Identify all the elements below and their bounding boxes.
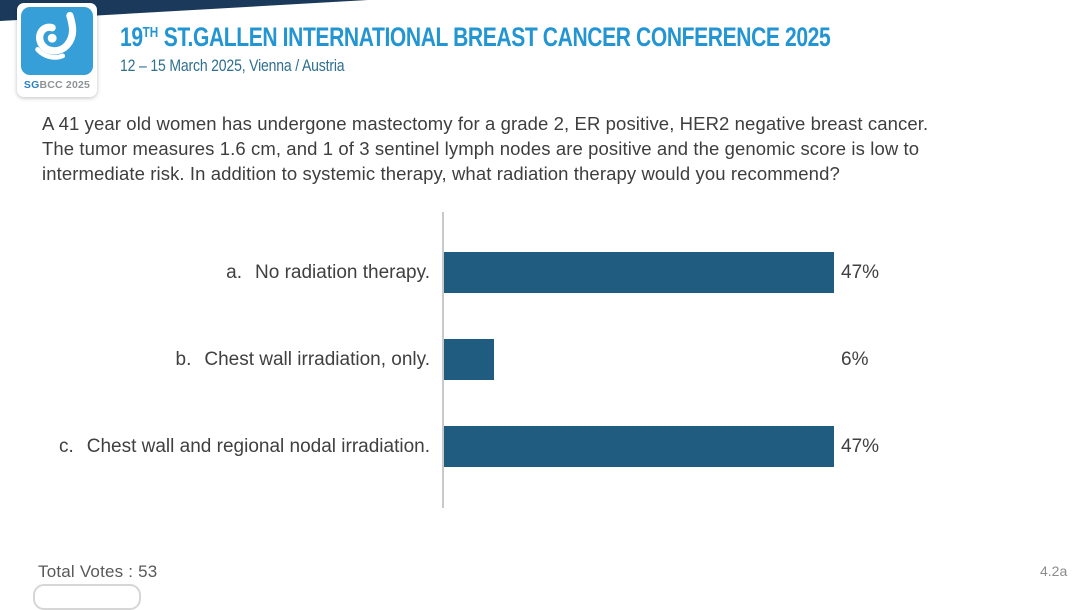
- logo-caption-sg: SG: [23, 79, 40, 91]
- chart-row: c. Chest wall and regional nodal irradiat…: [0, 426, 1080, 467]
- option-text: Chest wall and regional nodal irradiatio…: [86, 435, 430, 457]
- title-ordinal: TH: [142, 24, 159, 41]
- option-letter: c.: [58, 435, 74, 457]
- option-label: c. Chest wall and regional nodal irradiat…: [0, 426, 430, 467]
- title-number: 19: [120, 22, 143, 52]
- logo-caption-rest: BCC 2025: [39, 79, 91, 91]
- option-label: a. No radiation therapy.: [0, 252, 430, 293]
- option-letter: a.: [226, 261, 243, 283]
- option-text: Chest wall irradiation, only.: [204, 348, 430, 370]
- sgbcc-logo: SGBCC 2025: [17, 3, 97, 97]
- result-bar: [444, 339, 494, 380]
- logo-caption: SGBCC 2025: [17, 79, 97, 91]
- conference-title: 19TH ST.GALLEN INTERNATIONAL BREAST CANC…: [120, 22, 831, 53]
- option-label: b. Chest wall irradiation, only.: [0, 339, 431, 380]
- value-label: 47%: [841, 435, 880, 457]
- sgbcc-ribbon-icon: [28, 11, 86, 72]
- sgbcc-logo-square: [21, 7, 93, 75]
- conference-dates: 12 – 15 March 2025, Vienna / Austria: [120, 57, 345, 75]
- title-rest: ST.GALLEN INTERNATIONAL BREAST CANCER CO…: [158, 22, 831, 52]
- value-label: 6%: [841, 348, 869, 370]
- poll-question: A 41 year old women has undergone mastec…: [42, 113, 929, 184]
- partial-button[interactable]: [33, 584, 141, 610]
- poll-results-chart: a. No radiation therapy. 47% b. Chest wall i…: [0, 212, 1080, 508]
- chart-row: b. Chest wall irradiation, only. 6%: [0, 339, 1080, 380]
- value-label: 47%: [841, 261, 880, 283]
- total-votes: Total Votes : 53: [38, 562, 158, 581]
- option-text: No radiation therapy.: [255, 261, 430, 283]
- option-letter: b.: [175, 348, 192, 370]
- result-bar: [444, 252, 834, 293]
- slide-code: 4.2a: [1040, 563, 1068, 579]
- chart-axis: [442, 212, 444, 508]
- chart-row: a. No radiation therapy. 47%: [0, 252, 1080, 293]
- result-bar: [444, 426, 834, 467]
